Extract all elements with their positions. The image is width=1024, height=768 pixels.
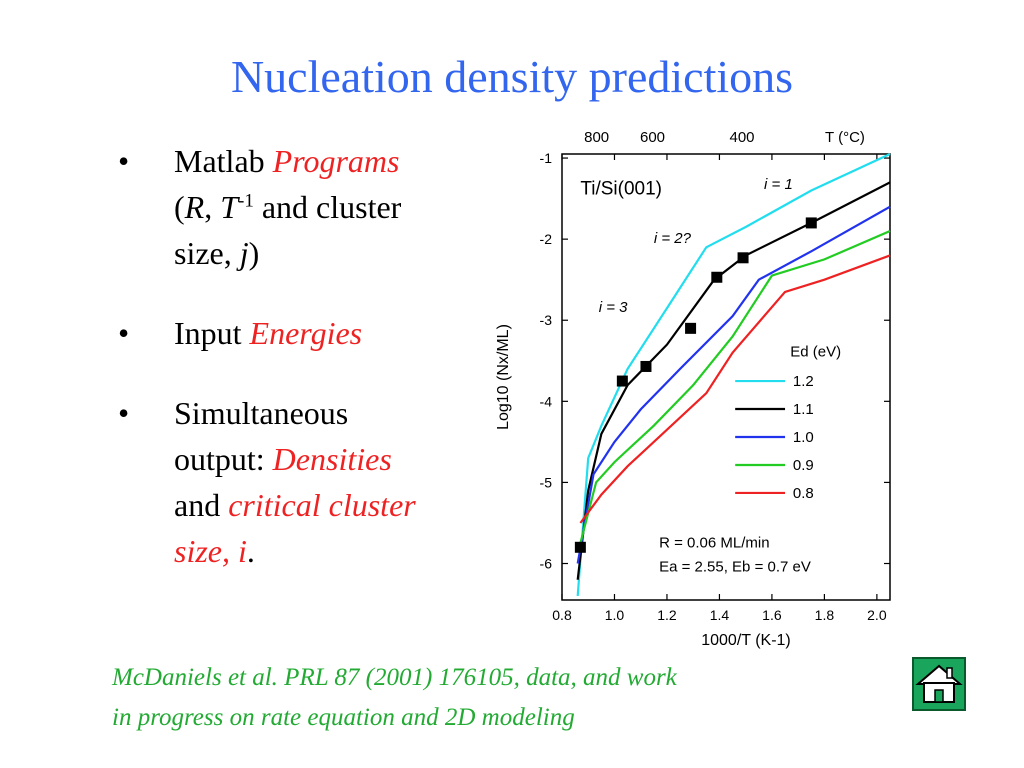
- legend-label: 0.8: [793, 485, 814, 502]
- y-tick-label: -4: [540, 393, 553, 409]
- annotation-i1: i = 1: [764, 176, 793, 193]
- bullet-text: and cluster: [253, 189, 402, 225]
- data-point: [805, 217, 817, 229]
- y-tick-label: -2: [540, 231, 553, 247]
- annotation-i3: i = 3: [599, 299, 628, 316]
- home-icon: [915, 664, 963, 703]
- x-tick-label: 1.4: [710, 607, 730, 623]
- data-point: [640, 360, 652, 372]
- bullet-energies: • Input Energies: [118, 310, 498, 356]
- bullet-text: Input: [174, 315, 250, 351]
- bullet-text: .: [246, 533, 255, 569]
- legend-title: Ed (eV): [790, 344, 841, 361]
- top-axis-label: T (°C): [825, 129, 865, 146]
- bullet-dot: •: [118, 143, 130, 179]
- series-line-1.2: [576, 153, 891, 596]
- series-line-1.1: [576, 181, 891, 580]
- series-line-1.0: [576, 205, 891, 564]
- legend-label: 1.0: [793, 429, 814, 446]
- bullet-dot: •: [118, 395, 130, 431]
- bullet-emphasis: Densities: [272, 441, 392, 477]
- bullet-text: ,: [204, 189, 221, 225]
- x-tick-label: 1.6: [762, 607, 782, 623]
- plot-frame: [561, 153, 891, 601]
- data-point: [574, 541, 586, 553]
- legend-label: 1.1: [793, 401, 814, 418]
- data-point: [616, 375, 628, 387]
- bullet-list: • Matlab Programs (R, T-1 and cluster si…: [118, 138, 498, 608]
- x-tick-label: 2.0: [867, 607, 887, 623]
- annotation-energies: Ea = 2.55, Eb = 0.7 eV: [659, 559, 811, 576]
- x-tick-label: 1.8: [815, 607, 835, 623]
- top-tick-label: 400: [729, 129, 754, 146]
- x-axis-label: 1000/T (K-1): [701, 632, 791, 649]
- home-button[interactable]: [912, 657, 966, 711]
- y-tick-label: -5: [540, 474, 553, 490]
- data-point: [737, 252, 749, 264]
- y-tick-label: -3: [540, 312, 553, 328]
- bullet-dot: •: [118, 315, 130, 351]
- bullet-emphasis: Energies: [249, 315, 363, 351]
- series-line-0.8: [579, 254, 891, 524]
- x-tick-label: 1.2: [657, 607, 677, 623]
- bullet-text: output:: [174, 441, 273, 477]
- bullet-emphasis: size, i: [174, 533, 247, 569]
- var-r: R: [184, 189, 205, 225]
- page-title: Nucleation density predictions: [230, 51, 794, 102]
- var-j: j: [239, 235, 249, 271]
- var-t: T: [220, 189, 238, 225]
- legend-label: 0.9: [793, 457, 814, 474]
- citation-line-2: in progress on rate equation and 2D mode…: [112, 704, 575, 731]
- series-line-0.9: [579, 229, 891, 544]
- bullet-text: and: [174, 487, 229, 523]
- bullet-emphasis: Programs: [272, 143, 400, 179]
- data-point: [711, 271, 723, 283]
- top-tick-label: 600: [640, 129, 665, 146]
- legend-label: 1.2: [793, 373, 814, 390]
- bullet-text: (: [174, 189, 185, 225]
- data-point: [685, 322, 697, 334]
- bullet-text: size,: [174, 235, 240, 271]
- bullet-output: • Simultaneous output: Densities and cri…: [118, 390, 498, 574]
- y-tick-label: -1: [540, 150, 553, 166]
- citation: McDaniels et al. PRL 87 (2001) 176105, d…: [112, 658, 912, 738]
- x-tick-label: 1.0: [605, 607, 625, 623]
- y-tick-label: -6: [540, 556, 553, 572]
- x-tick-label: 0.8: [552, 607, 572, 623]
- bullet-programs: • Matlab Programs (R, T-1 and cluster si…: [118, 138, 498, 276]
- top-tick-label: 800: [584, 129, 609, 146]
- bullet-emphasis: critical cluster: [228, 487, 416, 523]
- annotation-rate: R = 0.06 ML/min: [659, 534, 769, 551]
- annotation-system: Ti/Si(001): [580, 179, 662, 200]
- superscript: -1: [238, 190, 254, 212]
- bullet-text: Matlab: [174, 143, 273, 179]
- bullet-text: Simultaneous: [174, 395, 349, 431]
- nucleation-chart: 0.8 1.0 1.2 1.4 1.6 1.8 2.0 -1 -2 -3 -4 -5 -6 800 600 4…: [495, 129, 891, 649]
- annotation-i2: i = 2?: [654, 230, 692, 247]
- y-axis-label: Log10 (Nx/ML): [495, 324, 512, 430]
- citation-line-1: McDaniels et al. PRL 87 (2001) 176105, d…: [112, 664, 677, 691]
- bullet-text: ): [248, 235, 260, 271]
